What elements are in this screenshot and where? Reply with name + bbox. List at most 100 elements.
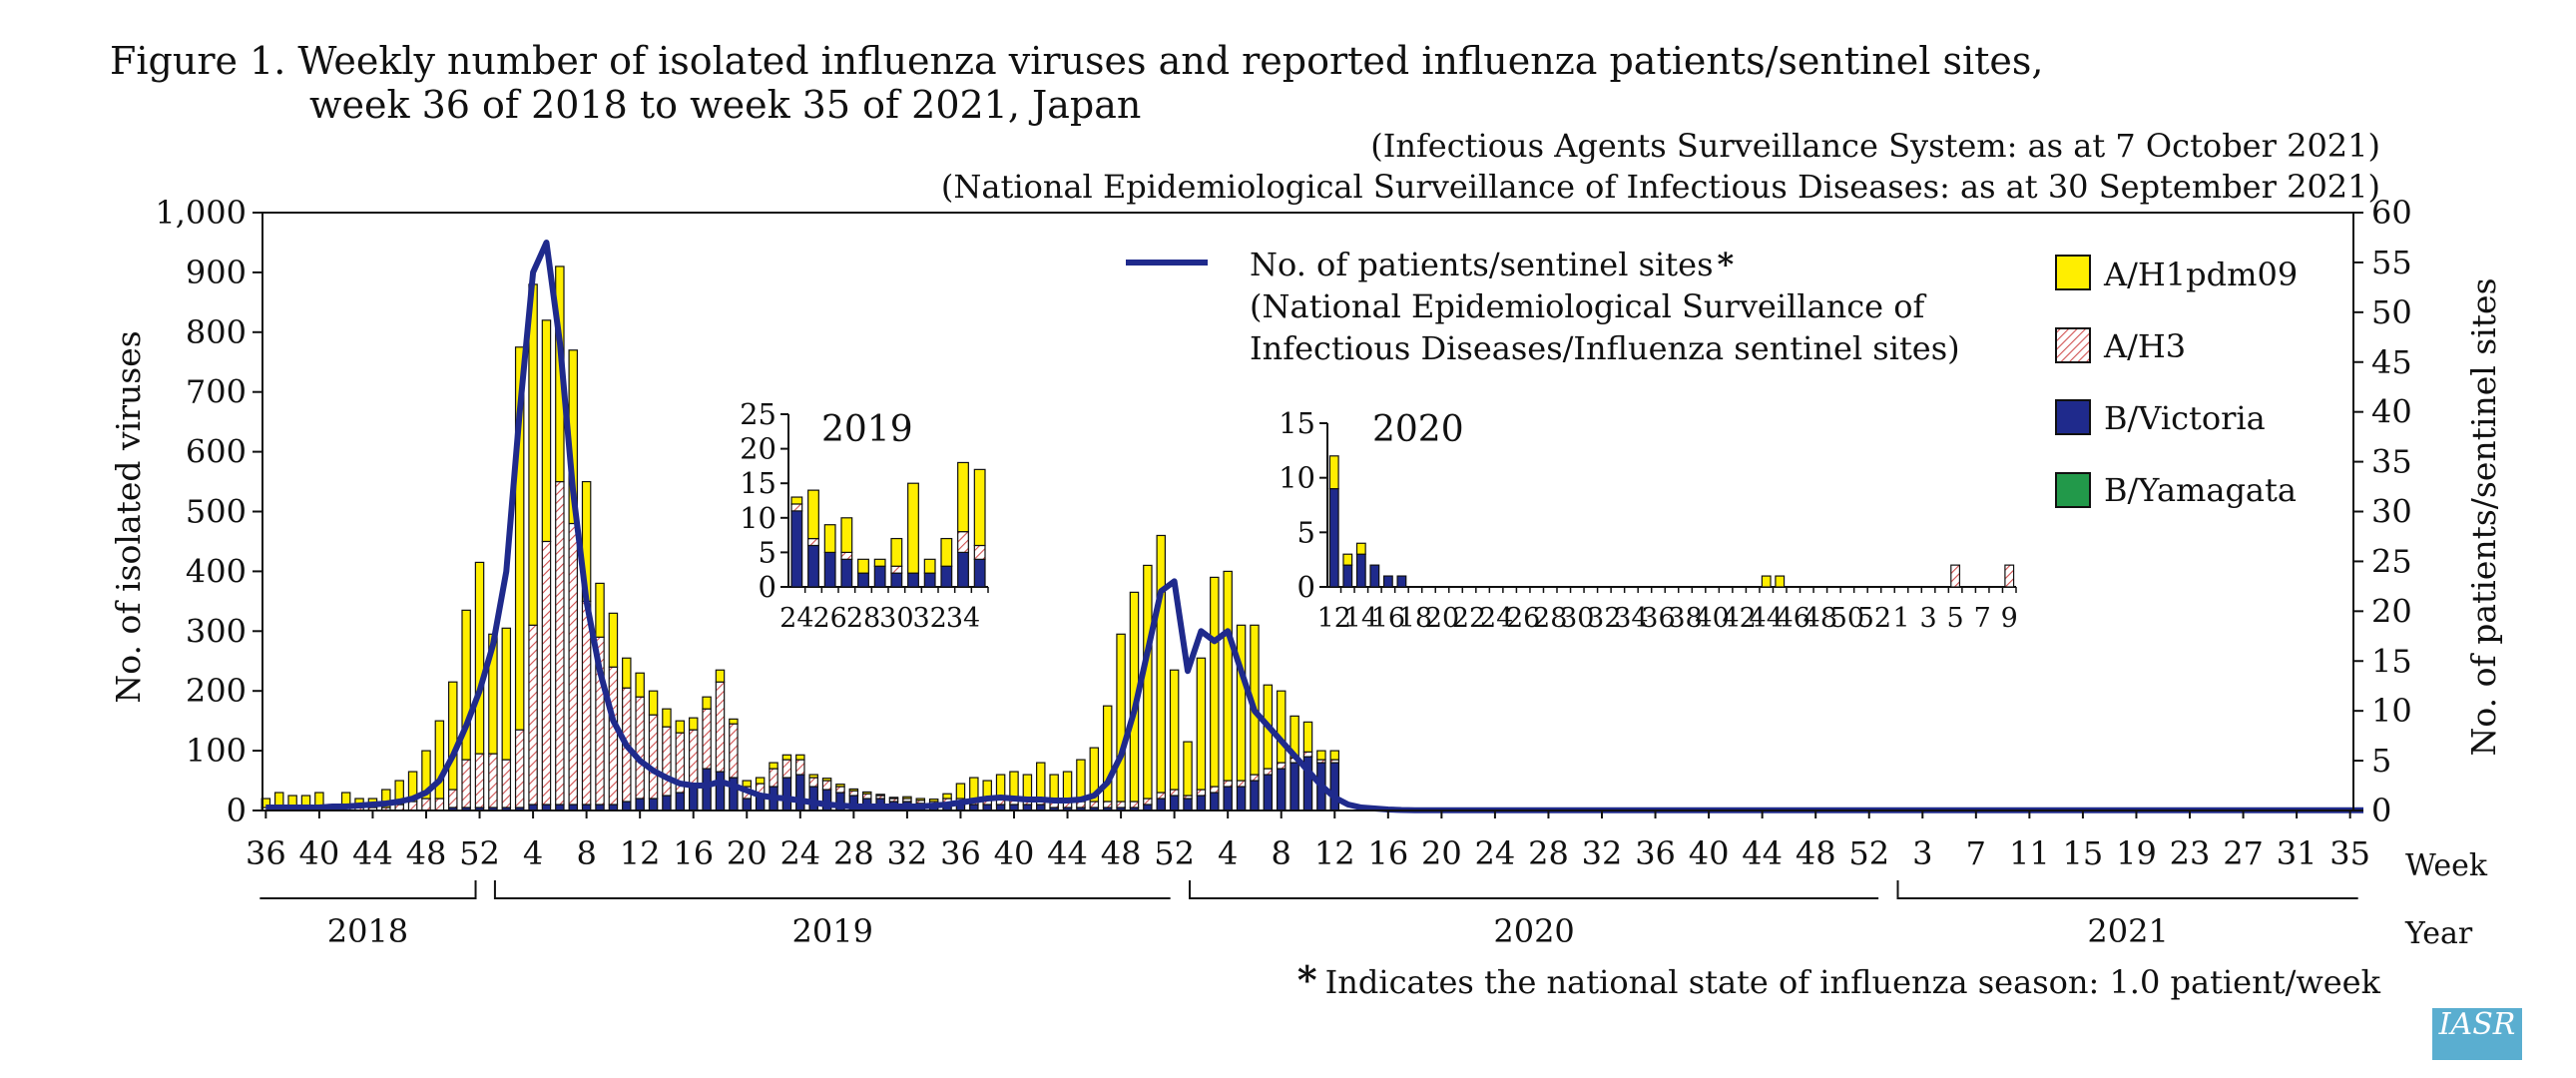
bar-a-h1pdm09 [1022,774,1033,800]
inset-x-tick-label: 9 [2001,603,2018,634]
x-tick-label: 44 [1742,834,1783,872]
x-tick-label: 8 [1272,834,1291,872]
inset-x-tick-label: 30 [1560,603,1594,634]
bar-a-h3 [1156,792,1166,800]
y2-tick-label: 25 [2371,542,2412,580]
x-tick-label: 36 [246,834,286,872]
bar-a-h1pdm09 [915,798,926,802]
inset-bar-a-h1pdm09 [1342,553,1353,566]
bar-a-h3 [1263,768,1274,776]
bar-a-h1pdm09 [501,627,512,761]
bar-a-h1pdm09 [688,717,699,731]
bar-a-h1pdm09 [635,672,645,698]
bar-a-h3 [488,753,498,808]
bar-b-victoria [702,768,712,811]
inset-y-tick-label: 0 [759,570,776,604]
bar-a-h3 [821,780,832,791]
x-tick-label: 11 [2009,834,2050,872]
year-unit-label: Year [2404,916,2473,951]
y-tick-label: 200 [186,672,247,710]
y2-tick-label: 0 [2371,792,2391,829]
inset-x-tick-label: 24 [1479,603,1513,634]
y2-tick-label: 50 [2371,293,2412,331]
x-tick-label: 12 [1314,834,1355,872]
inset-bar-a-h1pdm09 [890,537,903,567]
bar-b-victoria [1223,786,1233,811]
legend: No. of patients/sentinel sites * (Nationa… [1126,246,2298,509]
bar-a-h1pdm09 [1076,759,1086,803]
bar-a-h1pdm09 [755,777,766,785]
inset-x-tick-label: 3 [1919,603,1936,634]
y-tick-label: 500 [186,493,247,531]
bar-a-h1pdm09 [461,609,471,761]
bar-a-h3 [1276,762,1287,770]
source-line1: (Infectious Agents Surveillance System: … [1370,127,2380,165]
main-axes: 01002003004005006007008009001,0000510152… [155,194,2411,872]
x-tick-label: 16 [673,834,714,872]
inset-bar-a-h1pdm09 [857,558,869,574]
inset-bar-b-victoria [1369,564,1380,588]
x-tick-label: 36 [1635,834,1676,872]
bar-b-victoria [1156,798,1166,811]
bar-a-h1pdm09 [1102,705,1113,803]
figure-title-line2: week 36 of 2018 to week 35 of 2021, Japa… [309,83,1141,127]
bar-a-h1pdm09 [1156,534,1166,794]
y2-tick-label: 5 [2371,742,2391,780]
y-tick-label: 700 [186,373,247,411]
iasr-logo: IASR [2432,1008,2522,1060]
bar-a-h3 [635,696,645,800]
y-tick-label: 100 [186,732,247,770]
bar-a-h1pdm09 [795,754,805,761]
bar-a-h1pdm09 [875,794,885,797]
bar-a-h1pdm09 [648,690,659,716]
bar-a-h1pdm09 [434,720,445,800]
bar-b-victoria [1196,795,1207,811]
inset-x-tick-label: 36 [1641,603,1675,634]
bar-a-h3 [848,790,859,797]
bar-a-h3 [407,801,418,811]
inset-x-tick-label: 28 [846,603,880,634]
y-tick-label: 300 [186,612,247,650]
bar-a-h1pdm09 [769,762,778,770]
inset-bar-b-victoria [957,551,969,588]
inset-x-tick-label: 20 [1425,603,1459,634]
bar-a-h1pdm09 [729,718,739,725]
bar-a-h1pdm09 [702,696,712,710]
bar-a-h3 [1302,751,1313,758]
bar-a-h3 [861,793,872,800]
inset-bar-a-h1pdm09 [1775,575,1786,588]
inset-x-tick-label: 30 [879,603,913,634]
bar-a-h1pdm09 [421,750,431,800]
bar-a-h1pdm09 [955,783,966,800]
bar-a-h1pdm09 [1276,690,1287,764]
x-tick-label: 4 [523,834,543,872]
bar-a-h1pdm09 [541,319,552,543]
x-unit-label: Week [2405,848,2488,883]
bar-b-victoria [622,801,632,811]
y2-tick-label: 40 [2371,393,2412,431]
bar-a-h1pdm09 [888,797,899,800]
inset-2019-title: 2019 [821,409,913,450]
bar-a-h1pdm09 [1196,657,1207,791]
inset-bar-b-victoria [940,565,953,588]
legend-label-b-victoria: B/Victoria [2104,399,2266,437]
bar-a-h3 [474,753,485,808]
x-tick-label: 28 [1528,834,1569,872]
inset-bar-a-h1pdm09 [973,468,986,547]
y2-tick-label: 15 [2371,642,2412,680]
x-tick-label: 52 [1848,834,1889,872]
bar-a-h1pdm09 [781,754,792,761]
legend-swatch-a-h3 [2055,327,2091,363]
bar-a-h3 [1089,801,1100,808]
bar-a-h3 [501,759,512,808]
inset-x-tick-label: 18 [1398,603,1432,634]
source-line2: (National Epidemiological Surveillance o… [941,168,2380,206]
inset-y-tick-label: 15 [1279,406,1315,440]
x-tick-label: 44 [1047,834,1088,872]
x-tick-label: 40 [1689,834,1730,872]
y-tick-label: 900 [186,254,247,291]
inset-x-tick-label: 38 [1668,603,1702,634]
bar-a-h1pdm09 [742,780,753,788]
bar-b-victoria [1236,786,1247,811]
